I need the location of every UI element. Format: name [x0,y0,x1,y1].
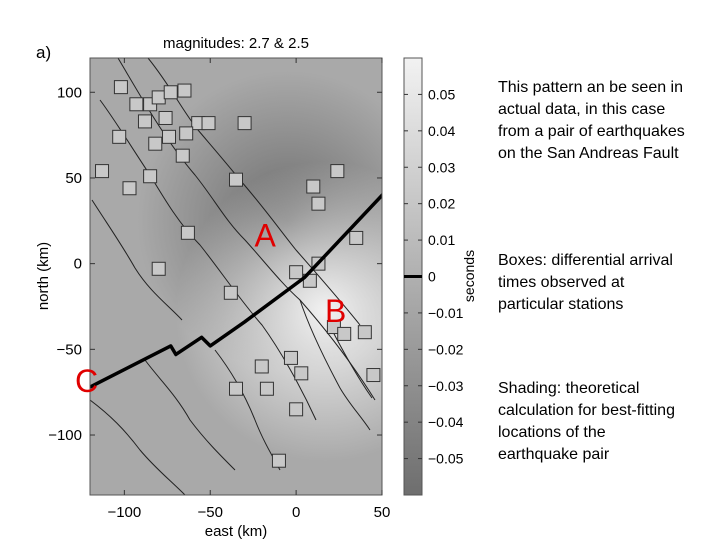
fault-trace [91,199,183,321]
station-marker [271,453,286,468]
x-axis-ticks: −100 −50 0 50 [107,58,390,521]
cross-section-line [90,192,382,389]
station-marker [259,381,274,396]
explanation-text: This pattern an be seen in actual data, … [498,79,685,162]
y-tick-label: 100 [57,84,82,101]
station-marker [306,179,321,194]
station-marker [177,83,192,98]
station-marker [349,230,364,245]
station-marker [158,110,173,125]
station-marker [163,85,178,100]
station-marker [112,129,127,144]
fault-trace [331,329,373,399]
boxes-legend-text: Boxes: differential arrival times observ… [498,252,673,313]
plot-area [90,58,382,495]
colorbar-tick-label: 0.01 [428,232,455,248]
colorbar-tick-label: −0.03 [428,378,464,394]
station-marker [330,164,345,179]
colorbar-tick-label: −0.01 [428,305,464,321]
colorbar-tick-label: −0.05 [428,451,464,467]
station-marker [289,265,304,280]
shading-legend-text: Shading: theoretical calculation for bes… [498,380,675,463]
point-label-c: C [75,363,98,399]
colorbar-tick-label: 0.02 [428,196,455,212]
chart-title: magnitudes: 2.7 & 2.5 [163,35,309,52]
colorbar-label: seconds [461,250,477,302]
colorbar-tick-label: −0.02 [428,341,464,357]
station-marker [229,381,243,396]
colorbar-tick-label: −0.04 [428,414,464,430]
station-marker [151,90,166,105]
colorbar: 0.05 0.04 0.03 0.02 0.01 0 −0.01 −0.02 −0.03 −0.0… [403,57,477,496]
station-marker [122,181,137,196]
station-marker [143,169,158,184]
station-marker [223,285,238,300]
station-marker [179,126,194,141]
station-marker [95,164,110,179]
fault-trace [214,349,281,471]
station-marker [113,80,128,95]
station-marker [162,129,177,144]
y-axis-ticks: 100 50 0 −50 −100 [48,84,382,444]
fault-trace [90,399,186,495]
x-tick-label: 50 [374,504,391,521]
station-marker [337,326,352,341]
colorbar-tick-label: 0.04 [428,123,455,139]
fault-trace [144,359,236,471]
y-tick-label: 0 [74,256,82,273]
station-marker [229,172,243,187]
point-labels: A B C [75,217,346,399]
x-axis-label: east (km) [205,523,268,540]
shading-high-region [175,161,382,462]
station-marker [175,148,190,163]
panel-label: a) [36,43,51,62]
plot-frame [89,57,383,496]
y-axis-label: north (km) [35,242,52,310]
station-marker [180,225,195,240]
station-marker [366,368,381,383]
fault-trace [99,99,317,421]
point-label-b: B [325,293,346,329]
colorbar-tick-label: 0.03 [428,159,455,175]
station-marker [357,325,372,340]
y-tick-label: 50 [65,170,82,187]
colorbar-tick-label: 0.05 [428,86,455,102]
station-marker [283,350,298,365]
y-tick-label: −100 [48,427,82,444]
station-marker [201,116,216,131]
point-label-a: A [255,217,277,253]
station-marker [129,97,144,112]
y-tick-label: −50 [57,341,82,358]
station-marker [294,366,309,381]
station-marker [137,114,152,129]
fault-trace [299,299,371,431]
colorbar-ticks: 0.05 0.04 0.03 0.02 0.01 0 −0.01 −0.02 −0.03 −0.0… [404,86,464,467]
x-tick-label: 0 [292,504,300,521]
station-marker [237,116,252,131]
station-marker [289,402,304,417]
station-marker [311,196,326,211]
x-tick-label: −100 [107,504,141,521]
station-marker [151,261,166,276]
station-marker [254,359,269,374]
x-tick-label: −50 [198,504,223,521]
colorbar-tick-label: 0 [428,269,436,285]
station-marker [148,136,163,151]
